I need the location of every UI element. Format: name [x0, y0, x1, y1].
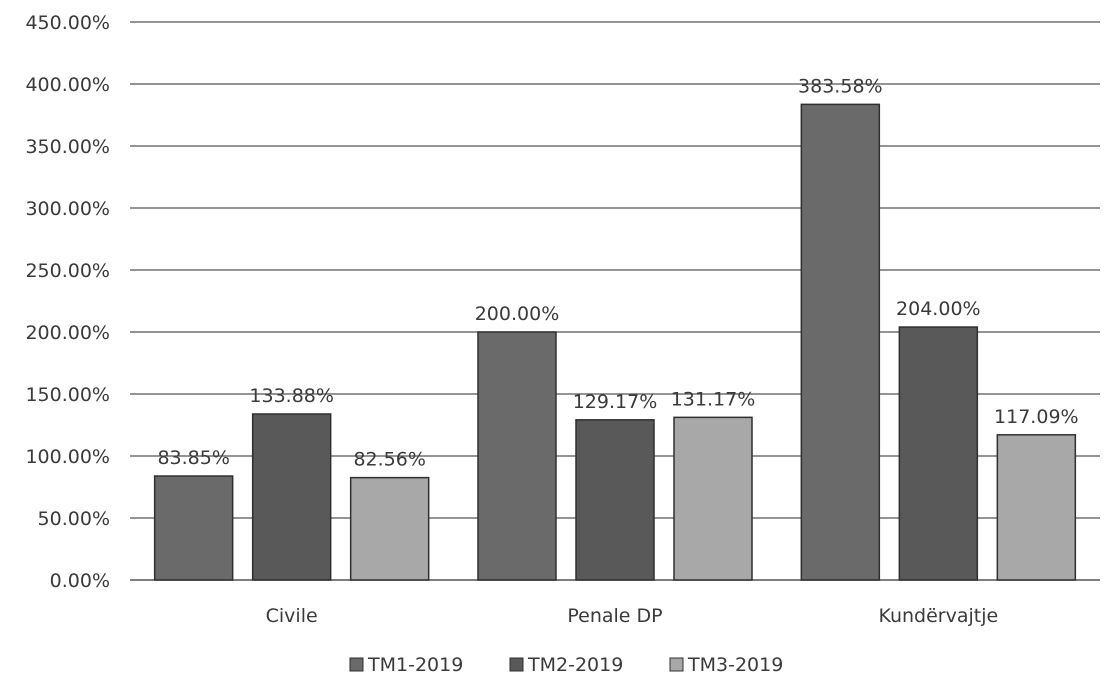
bar [349, 476, 430, 581]
legend-swatch [349, 657, 364, 672]
legend-swatch [669, 657, 684, 672]
y-tick-label: 150.00% [25, 384, 110, 406]
y-tick-label: 350.00% [25, 136, 110, 158]
data-label: 204.00% [896, 298, 981, 320]
x-tick-label: Penale DP [567, 605, 662, 627]
data-label: 383.58% [798, 75, 883, 97]
bar [996, 434, 1077, 581]
legend-label: TM2-2019 [527, 654, 623, 676]
bar [477, 331, 557, 581]
data-label: 131.17% [671, 388, 756, 410]
y-tick-label: 400.00% [25, 74, 110, 96]
data-label: 82.56% [353, 449, 425, 471]
legend: TM1-2019 TM2-2019 TM3-2019 [349, 654, 783, 676]
bar [153, 475, 234, 581]
y-tick-label: 50.00% [38, 508, 110, 530]
y-tick-label: 300.00% [25, 198, 110, 220]
y-tick-label: 0.00% [50, 570, 110, 592]
data-label: 83.85% [157, 447, 229, 469]
bar [575, 419, 655, 581]
data-label: 133.88% [249, 385, 334, 407]
y-tick-label: 450.00% [25, 12, 110, 34]
data-label: 200.00% [475, 303, 560, 325]
bars [153, 103, 1077, 581]
x-axis-ticks: Civile Penale DP Kundërvajtje [266, 605, 999, 627]
bar [673, 416, 753, 581]
y-tick-label: 200.00% [25, 322, 110, 344]
data-labels: 83.85% 133.88% 82.56% 200.00% 129.17% 131.17%… [157, 75, 1078, 470]
y-tick-label: 250.00% [25, 260, 110, 282]
y-tick-label: 100.00% [25, 446, 110, 468]
bar [800, 103, 881, 581]
data-label: 129.17% [573, 391, 658, 413]
bar [251, 413, 332, 581]
legend-label: TM1-2019 [367, 654, 463, 676]
data-label: 117.09% [994, 406, 1079, 428]
x-tick-label: Kundërvajtje [878, 605, 998, 627]
y-axis-ticks: 0.00% 50.00% 100.00% 150.00% 200.00% 250.00% 3… [25, 12, 110, 592]
legend-swatch [509, 657, 524, 672]
x-tick-label: Civile [266, 605, 318, 627]
legend-label: TM3-2019 [687, 654, 783, 676]
bar [898, 326, 979, 581]
